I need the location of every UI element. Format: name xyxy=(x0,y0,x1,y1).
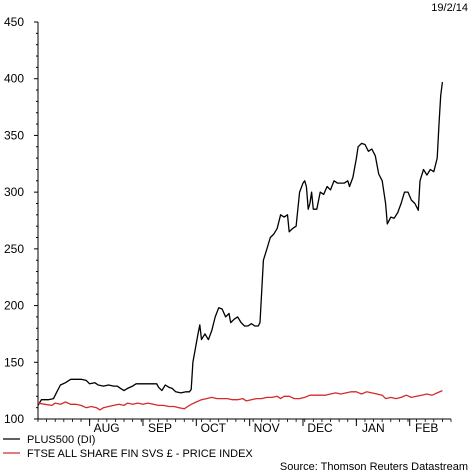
y-tick-label: 300 xyxy=(4,185,24,199)
y-tick-label: 150 xyxy=(4,355,24,369)
y-tick-label: 200 xyxy=(4,299,24,313)
series-layer xyxy=(37,82,444,411)
x-tick-label: OCT xyxy=(201,421,227,435)
y-tick-label: 400 xyxy=(4,72,24,86)
x-tick-label: AUG xyxy=(94,421,120,435)
legend-label: PLUS500 (DI) xyxy=(27,434,95,446)
source-note: Source: Thomson Reuters Datastream xyxy=(280,461,468,473)
x-tick-label: DEC xyxy=(307,421,333,435)
y-tick-label: 250 xyxy=(4,242,24,256)
x-tick-label: SEP xyxy=(148,421,172,435)
y-axis: 100 150 200 250 300 350 400 450 xyxy=(4,15,39,426)
x-tick-label: FEB xyxy=(415,421,438,435)
series-line-ftse-fin-svs xyxy=(37,390,443,411)
x-tick-label: JAN xyxy=(362,421,385,435)
legend: PLUS500 (DI) FTSE ALL SHARE FIN SVS £ - P… xyxy=(3,434,253,460)
y-tick-label: 350 xyxy=(4,128,24,142)
series-line-plus500 xyxy=(37,82,444,406)
date-stamp: 19/2/14 xyxy=(431,2,468,14)
x-tick-label: NOV xyxy=(254,421,280,435)
y-tick-label: 100 xyxy=(4,412,24,426)
y-tick-label: 450 xyxy=(4,15,24,29)
x-axis: AUG SEP OCT NOV DEC JAN FEB xyxy=(37,418,452,435)
legend-label: FTSE ALL SHARE FIN SVS £ - PRICE INDEX xyxy=(27,448,253,460)
